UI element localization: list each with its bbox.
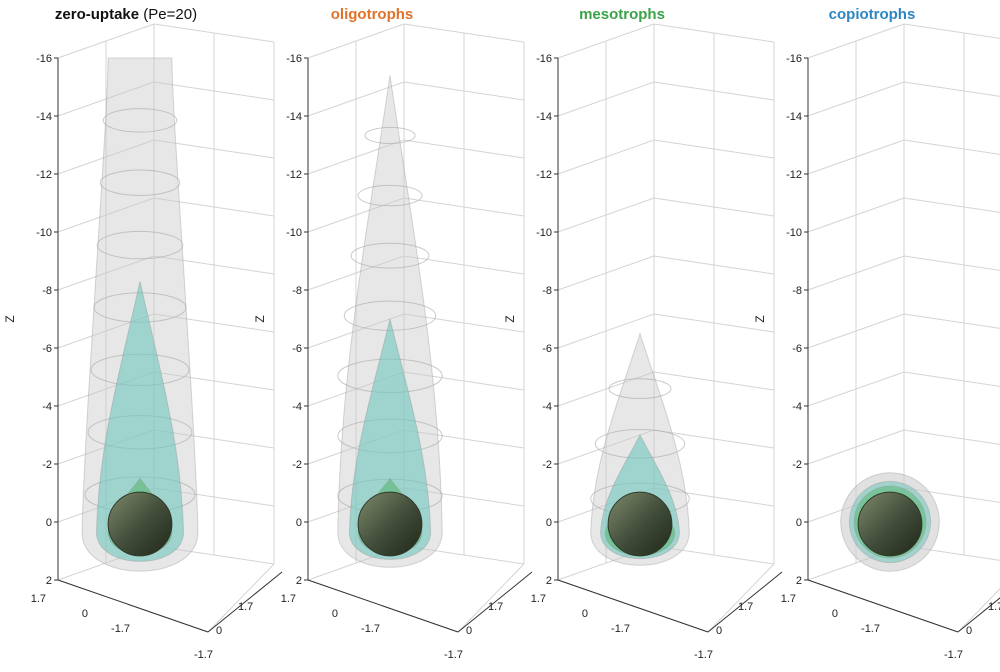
particle-sphere	[607, 491, 673, 557]
title-bold: copiotrophs	[829, 6, 916, 23]
z-tick-label: -2	[542, 459, 552, 471]
title-bold: mesotrophs	[579, 6, 665, 23]
z-axis-label: Z	[253, 315, 267, 322]
axes	[54, 57, 283, 633]
grid	[57, 23, 275, 633]
x-tick-label: 0	[582, 608, 588, 620]
z-tick-label: -10	[36, 227, 52, 239]
z-tick-label: -12	[536, 169, 552, 181]
title-bold: zero-uptake	[55, 6, 139, 23]
panel-title: oligotrophs	[331, 6, 414, 23]
z-tick-label: -12	[786, 169, 802, 181]
particle-sphere	[107, 491, 173, 557]
z-tick-label: -16	[36, 53, 52, 65]
axes	[304, 57, 533, 633]
z-tick-label: 0	[46, 517, 52, 529]
z-tick-label: 0	[796, 517, 802, 529]
x-tick-label: -1.7	[611, 623, 630, 635]
z-axis-label: Z	[753, 315, 767, 322]
y-tick-label: 1.7	[238, 601, 253, 613]
z-tick-label: -8	[42, 285, 52, 297]
z-tick-label: 0	[546, 517, 552, 529]
z-tick-label: -4	[792, 401, 802, 413]
z-tick-label: -14	[536, 111, 552, 123]
y-tick-label: -1.7	[694, 649, 713, 661]
z-tick-label: -10	[286, 227, 302, 239]
axes	[554, 57, 783, 633]
z-tick-label: -12	[286, 169, 302, 181]
z-tick-label: -14	[286, 111, 302, 123]
z-axis-label: Z	[503, 315, 517, 322]
z-tick-label: -8	[292, 285, 302, 297]
z-tick-label: -2	[292, 459, 302, 471]
z-tick-label: -8	[792, 285, 802, 297]
axes	[804, 57, 1000, 633]
z-tick-label: -4	[42, 401, 52, 413]
z-tick-label: -2	[792, 459, 802, 471]
z-tick-label: -6	[542, 343, 552, 355]
y-tick-label: 0	[966, 625, 972, 637]
panel-1: zero-uptake (Pe=20) -16 -14 -12 -10 -8 -6 -4 -2 0…	[3, 6, 283, 661]
z-tick-label: 2	[46, 575, 52, 587]
z-tick-label: -8	[542, 285, 552, 297]
y-tick-label: 1.7	[488, 601, 503, 613]
particle-sphere	[857, 491, 923, 557]
z-tick-label: -2	[42, 459, 52, 471]
z-tick-label: 0	[296, 517, 302, 529]
panel-title: zero-uptake (Pe=20)	[55, 6, 197, 23]
z-tick-label: -16	[536, 53, 552, 65]
x-tick-label: 0	[332, 608, 338, 620]
particle-sphere	[357, 491, 423, 557]
x-tick-label: -1.7	[861, 623, 880, 635]
z-tick-label: -10	[536, 227, 552, 239]
y-tick-label: -1.7	[194, 649, 213, 661]
panel-title: copiotrophs	[829, 6, 916, 23]
z-tick-label: -6	[792, 343, 802, 355]
x-tick-label: -1.7	[361, 623, 380, 635]
panel-3: mesotrophs-16-14-12-10-8-6-4-202Z1.70-1.…	[503, 6, 783, 661]
z-tick-label: -14	[36, 111, 52, 123]
panel-4: copiotrophs-16-14-12-10-8-6-4-202Z1.70-1…	[753, 6, 1000, 661]
z-tick-label: -14	[786, 111, 802, 123]
panel-title: mesotrophs	[579, 6, 665, 23]
y-tick-label: 1.7	[988, 601, 1000, 613]
title-bold: oligotrophs	[331, 6, 414, 23]
y-tick-label: 1.7	[738, 601, 753, 613]
z-tick-label: -10	[786, 227, 802, 239]
z-tick-label: -6	[292, 343, 302, 355]
panel-2: oligotrophs-16-14-12-10-8-6-4-202Z1.70-1…	[253, 6, 533, 661]
z-tick-label: -6	[42, 343, 52, 355]
y-tick-label: 0	[216, 625, 222, 637]
x-tick-label: 1.7	[281, 593, 296, 605]
z-tick-label: 2	[796, 575, 802, 587]
z-tick-label: -12	[36, 169, 52, 181]
z-tick-label: -4	[292, 401, 302, 413]
y-tick-label: -1.7	[444, 649, 463, 661]
title-rest: (Pe=20)	[139, 6, 197, 23]
x-tick-label: 0	[82, 608, 88, 620]
x-tick-label: 1.7	[781, 593, 796, 605]
z-tick-label: 2	[296, 575, 302, 587]
x-tick-label: 1.7	[531, 593, 546, 605]
y-tick-label: 0	[716, 625, 722, 637]
y-tick-label: -1.7	[944, 649, 963, 661]
z-axis-label: Z	[3, 315, 17, 322]
y-tick-label: 0	[466, 625, 472, 637]
x-tick-label: 1.7	[31, 593, 46, 605]
z-tick-label: -16	[286, 53, 302, 65]
x-tick-label: -1.7	[111, 623, 130, 635]
z-tick-label: 2	[546, 575, 552, 587]
z-tick-label: -4	[542, 401, 552, 413]
surface-2	[95, 281, 185, 562]
z-tick-label: -16	[786, 53, 802, 65]
x-tick-label: 0	[832, 608, 838, 620]
